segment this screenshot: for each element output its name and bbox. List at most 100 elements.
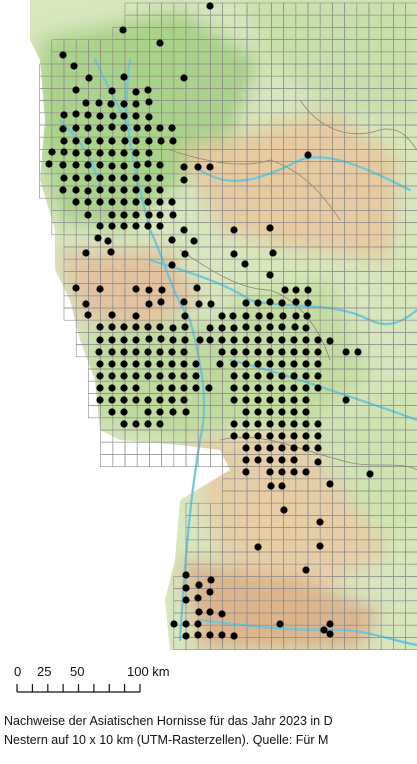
record-dot bbox=[120, 396, 128, 404]
record-dot bbox=[302, 348, 310, 356]
scale-bar: 0 25 50 100 km bbox=[14, 664, 170, 693]
record-dot bbox=[278, 299, 286, 307]
record-dot bbox=[108, 123, 116, 131]
record-dot bbox=[302, 360, 310, 368]
record-dot bbox=[290, 372, 298, 380]
record-dot bbox=[144, 348, 152, 356]
record-dot bbox=[254, 444, 262, 452]
record-dot bbox=[342, 348, 350, 356]
record-dot bbox=[207, 576, 215, 584]
record-dot bbox=[132, 211, 140, 219]
record-dot bbox=[254, 543, 262, 551]
record-dot bbox=[156, 408, 164, 416]
record-dot bbox=[72, 86, 80, 94]
record-dot bbox=[145, 211, 153, 219]
record-dot bbox=[96, 396, 104, 404]
record-dot bbox=[120, 420, 128, 428]
record-dot bbox=[354, 348, 362, 356]
outside-area bbox=[0, 0, 230, 650]
record-dot bbox=[169, 336, 177, 344]
record-dot bbox=[314, 348, 322, 356]
record-dot bbox=[60, 137, 68, 145]
record-dot bbox=[304, 151, 312, 159]
record-dot bbox=[180, 360, 188, 368]
record-dot bbox=[278, 396, 286, 404]
record-dot bbox=[278, 348, 286, 356]
record-dot bbox=[182, 596, 190, 604]
record-dot bbox=[242, 396, 250, 404]
record-dot bbox=[278, 456, 286, 464]
map-caption: Nachweise der Asiatischen Hornisse für d… bbox=[4, 712, 417, 750]
record-dot bbox=[108, 396, 116, 404]
record-dot bbox=[326, 337, 334, 345]
record-dot bbox=[278, 360, 286, 368]
record-dot bbox=[269, 249, 277, 257]
record-dot bbox=[266, 396, 274, 404]
record-dot bbox=[255, 312, 263, 320]
record-dot bbox=[72, 149, 80, 157]
record-dot bbox=[120, 198, 128, 206]
record-dot bbox=[168, 396, 176, 404]
record-dot bbox=[168, 236, 176, 244]
record-dot bbox=[314, 372, 322, 380]
record-dot bbox=[120, 73, 128, 81]
record-dot bbox=[132, 137, 140, 145]
record-dot bbox=[132, 149, 140, 157]
record-dot bbox=[145, 137, 153, 145]
record-dot bbox=[144, 86, 152, 94]
record-dot bbox=[304, 286, 312, 294]
record-dot bbox=[230, 420, 238, 428]
record-dot bbox=[182, 584, 190, 592]
record-dot bbox=[180, 348, 188, 356]
record-dot bbox=[290, 348, 298, 356]
record-dot bbox=[145, 149, 153, 157]
record-dot bbox=[132, 100, 140, 108]
record-dot bbox=[108, 222, 116, 230]
record-dot bbox=[156, 39, 164, 47]
record-dot bbox=[156, 348, 164, 356]
record-dot bbox=[242, 348, 250, 356]
record-dot bbox=[254, 336, 262, 344]
record-dot bbox=[206, 588, 214, 596]
record-dot bbox=[326, 620, 334, 628]
record-dot bbox=[190, 237, 198, 245]
record-dot bbox=[168, 124, 176, 132]
record-dot bbox=[266, 323, 274, 331]
record-dot bbox=[181, 323, 189, 331]
record-dot bbox=[144, 222, 152, 230]
record-dot bbox=[280, 506, 288, 514]
record-dot bbox=[60, 111, 68, 119]
record-dot bbox=[121, 137, 129, 145]
record-dot bbox=[120, 174, 128, 182]
record-dot bbox=[156, 124, 164, 132]
record-dot bbox=[230, 250, 238, 258]
record-dot bbox=[169, 324, 177, 332]
record-dot bbox=[218, 324, 226, 332]
record-dot bbox=[156, 198, 164, 206]
record-dot bbox=[157, 298, 165, 306]
record-dot bbox=[96, 174, 104, 182]
record-dot bbox=[120, 323, 128, 331]
record-dot bbox=[144, 372, 152, 380]
record-dot bbox=[229, 312, 237, 320]
record-dot bbox=[108, 384, 116, 392]
record-dot bbox=[266, 348, 274, 356]
record-dot bbox=[170, 620, 178, 628]
record-dot bbox=[82, 249, 90, 257]
record-dot bbox=[132, 396, 140, 404]
record-dot bbox=[120, 112, 128, 120]
record-dot bbox=[230, 432, 238, 440]
record-dot bbox=[95, 348, 103, 356]
record-dot bbox=[108, 162, 116, 170]
record-dot bbox=[218, 610, 226, 618]
record-dot bbox=[314, 458, 322, 466]
record-dot bbox=[254, 420, 262, 428]
record-dot bbox=[120, 348, 128, 356]
record-dot bbox=[266, 372, 274, 380]
record-dot bbox=[290, 408, 298, 416]
record-dot bbox=[278, 408, 286, 416]
record-dot bbox=[194, 631, 202, 639]
record-dot bbox=[132, 186, 140, 194]
record-dot bbox=[180, 163, 188, 171]
record-dot bbox=[120, 211, 128, 219]
